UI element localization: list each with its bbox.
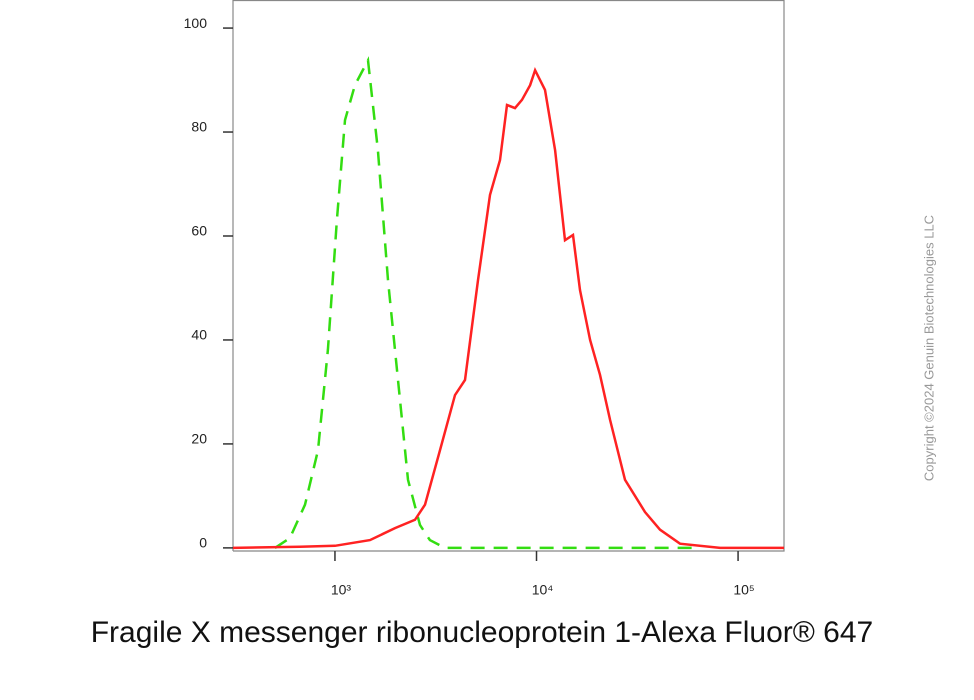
watermark: Copyright ©2024 Genuin Biotechnologies L…: [921, 215, 936, 481]
y-tick-label: 40: [191, 327, 207, 343]
y-tick-label: 100: [184, 15, 208, 31]
x-tick-label: 10⁴: [532, 582, 554, 598]
series-line: [274, 56, 700, 550]
y-tick-label: 80: [191, 119, 207, 135]
series-line: [232, 66, 784, 550]
x-tick-label: 10⁵: [733, 582, 754, 598]
y-tick-label: 20: [191, 431, 207, 447]
chart-title: Fragile X messenger ribonucleoprotein 1-…: [90, 616, 874, 649]
x-tick-label: 10³: [331, 582, 352, 598]
y-tick-label: 0: [199, 535, 207, 551]
y-tick-label: 60: [191, 223, 207, 239]
plot-frame: [232, 0, 785, 552]
